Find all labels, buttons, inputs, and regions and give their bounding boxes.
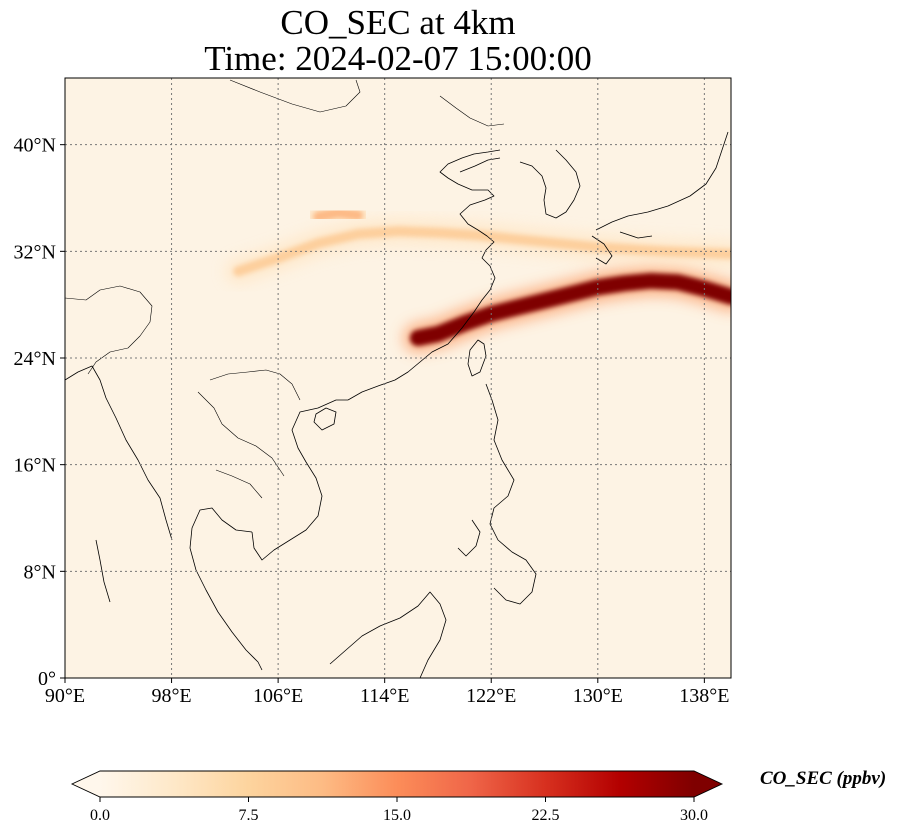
colorbar-label: CO_SEC (ppbv) <box>760 768 887 789</box>
colorbar-over-extend <box>694 771 722 797</box>
lon-tick-label: 114°E <box>360 685 409 707</box>
colorbar-tick-label: 0.0 <box>90 807 110 824</box>
colorbar-tick-label: 15.0 <box>383 807 411 824</box>
plume-core-1 <box>233 226 731 277</box>
colorbar-under-extend <box>72 771 100 797</box>
lat-tick-label: 0° <box>38 668 56 690</box>
colorbar-gradient <box>100 771 694 797</box>
colorbar: 0.0 7.5 15.0 22.5 30.0 <box>70 770 724 824</box>
lat-tick-label: 32°N <box>14 241 56 263</box>
co-plume-layer <box>225 199 731 353</box>
lon-tick-label: 98°E <box>151 685 191 707</box>
colorbar-tick-label: 22.5 <box>532 807 560 824</box>
map-title-line-1: CO_SEC at 4km <box>280 3 516 42</box>
plume-core-0 <box>410 272 731 346</box>
map-title-line-2: Time: 2024-02-07 15:00:00 <box>204 39 592 78</box>
lon-tick-label: 138°E <box>679 685 729 707</box>
lat-tick-label: 8°N <box>24 561 56 583</box>
lon-tick-label: 130°E <box>573 685 623 707</box>
colorbar-tick-label: 30.0 <box>680 807 708 824</box>
lon-tick-label: 122°E <box>466 685 516 707</box>
lat-tick-label: 16°N <box>14 455 56 477</box>
map-axes: 90°E 98°E 106°E 114°E 122°E 130°E 138°E 0° 8°N 16… <box>14 135 730 707</box>
lat-tick-label: 24°N <box>14 348 56 370</box>
graticule <box>65 78 731 678</box>
lon-tick-label: 106°E <box>253 685 303 707</box>
colorbar-tick-label: 7.5 <box>239 807 259 824</box>
plume-core-2 <box>313 207 363 222</box>
coastlines <box>65 79 729 678</box>
lat-tick-label: 40°N <box>14 135 56 157</box>
lon-tick-label: 90°E <box>45 685 85 707</box>
map-frame <box>64 77 732 679</box>
